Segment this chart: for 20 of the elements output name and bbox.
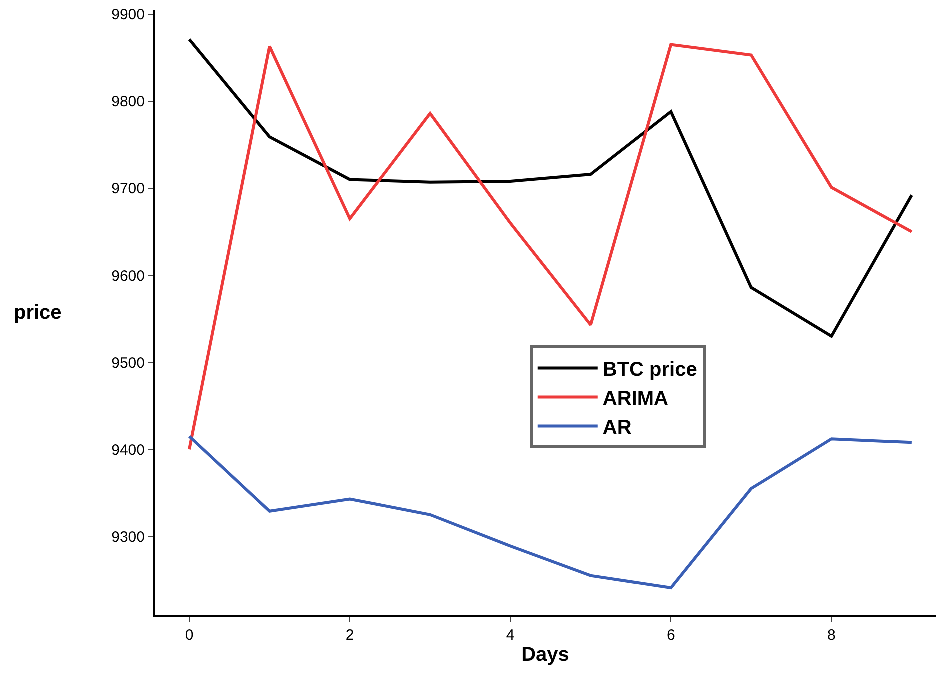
- y-tick-label: 9800: [112, 94, 145, 111]
- y-tick-label: 9300: [112, 528, 145, 546]
- y-tick-label: 9700: [112, 180, 145, 198]
- line-series: [188, 38, 914, 338]
- line-series: [188, 43, 914, 452]
- x-axis-title: Days: [522, 644, 570, 666]
- y-axis-title: price: [14, 302, 62, 324]
- y-tick-label: 9900: [112, 6, 145, 24]
- x-tick-label: 4: [506, 627, 515, 644]
- x-tick-label: 6: [666, 627, 676, 644]
- line-series: [188, 435, 914, 590]
- x-tick-label: 8: [827, 627, 836, 644]
- legend-label: ARIMA: [602, 388, 668, 410]
- y-tick-label: 9400: [112, 442, 145, 459]
- y-tick-label: 9600: [112, 268, 145, 285]
- x-tick-label: 0: [185, 627, 194, 644]
- legend-label: AR: [602, 417, 632, 439]
- y-tick-label: 9500: [112, 354, 145, 372]
- legend-label: BTC price: [602, 359, 698, 381]
- x-tick-label: 2: [346, 627, 354, 644]
